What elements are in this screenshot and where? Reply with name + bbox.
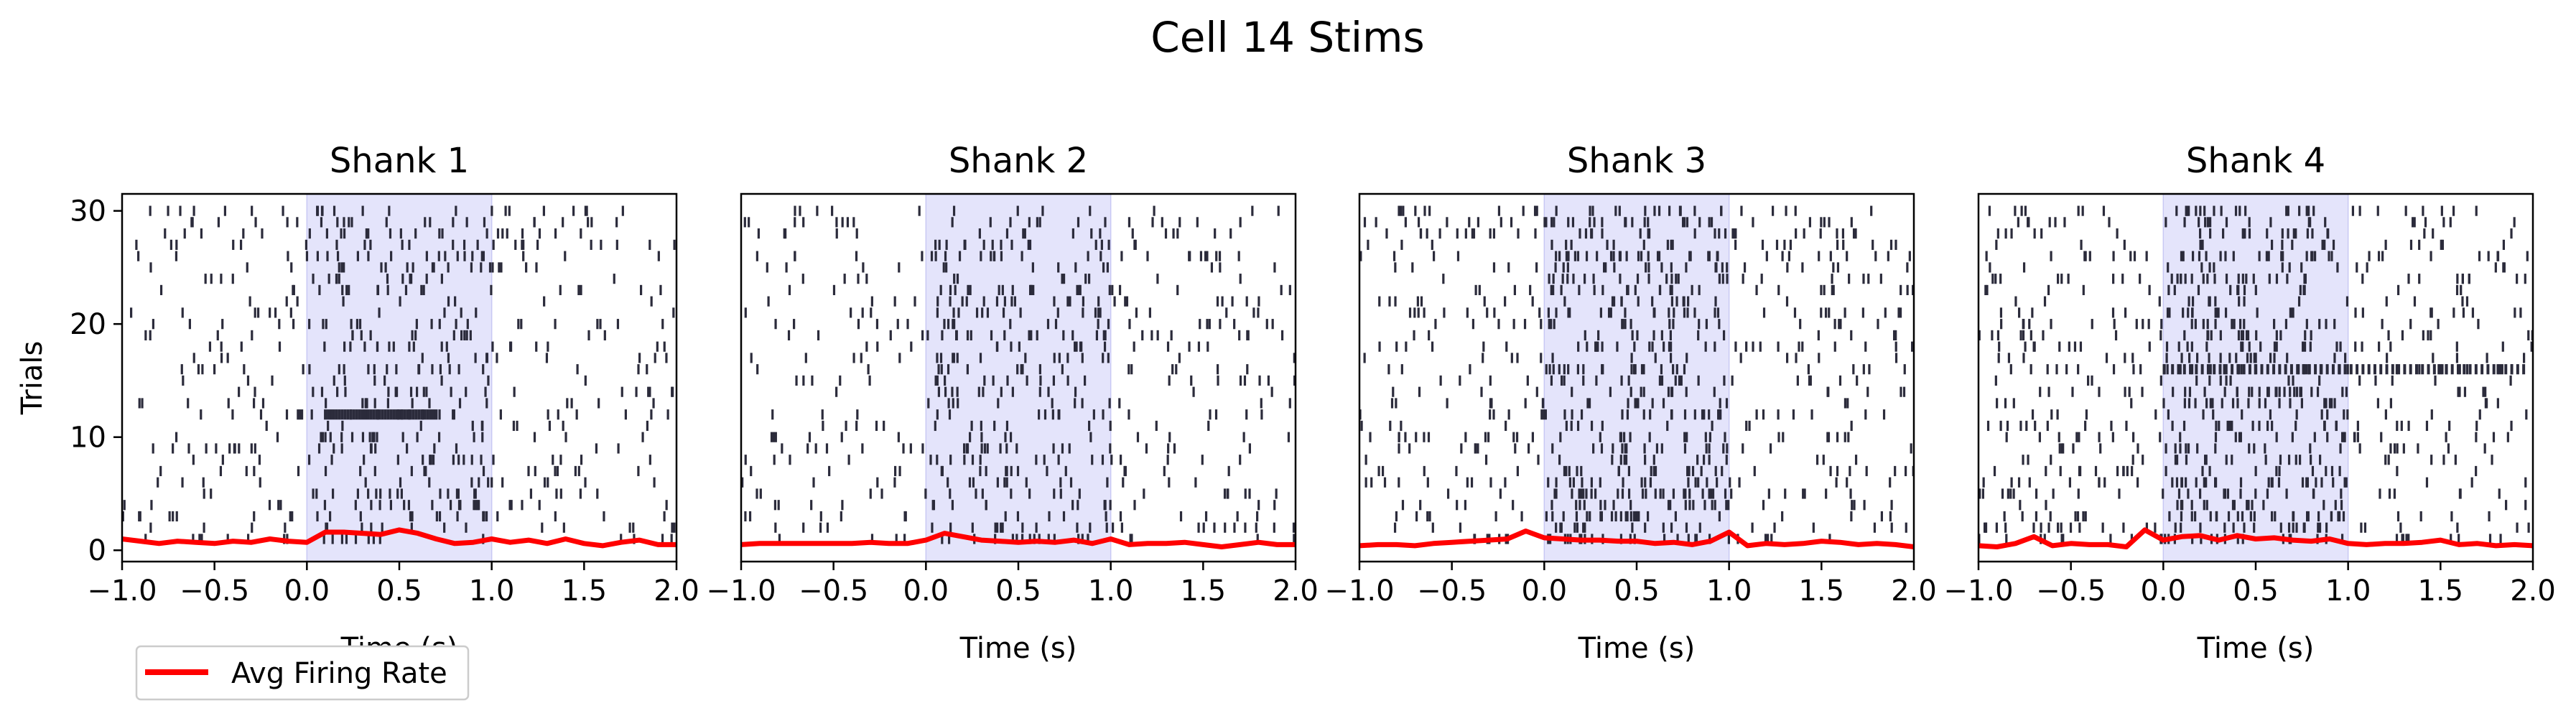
x-tick-label: 2.0 — [1891, 575, 1937, 608]
y-tick-label: 10 — [70, 422, 106, 455]
panel-2: −1.0 −0.5 0.0 0.5 1.0 1.5 2.0 Shank 2 Time (s) — [706, 141, 1318, 665]
x-tick-label: 0.5 — [2233, 575, 2279, 608]
x-tick-label: −1.0 — [1324, 575, 1394, 608]
panel-title: Shank 2 — [949, 141, 1088, 181]
firing-rate-line — [121, 527, 676, 549]
figure-title: Cell 14 Stims — [1150, 13, 1424, 62]
x-tick-label: 0.0 — [2141, 575, 2187, 608]
x-tick-label: 1.0 — [1088, 575, 1134, 608]
panel-4: −1.0 −0.5 0.0 0.5 1.0 1.5 2.0 Shank 4 Time (s) — [1943, 141, 2555, 665]
x-axis-label: Time (s) — [2197, 632, 2315, 665]
x-tick-label: −0.5 — [180, 575, 249, 608]
x-tick-label: 1.5 — [1799, 575, 1845, 608]
x-axis-label: Time (s) — [1578, 632, 1696, 665]
x-tick-label: 0.0 — [284, 575, 330, 608]
spike-raster — [121, 205, 676, 544]
x-tick-label: −1.0 — [1943, 575, 2013, 608]
y-axis-label: Trials — [16, 341, 49, 416]
x-tick-label: 0.0 — [903, 575, 949, 608]
legend-frame — [135, 645, 470, 701]
x-tick-label: −0.5 — [799, 575, 868, 608]
firing-rate-line — [740, 531, 1296, 549]
panel-title: Shank 3 — [1567, 141, 1706, 181]
x-tick-label: 1.5 — [562, 575, 608, 608]
panel-title: Shank 4 — [2186, 141, 2325, 181]
x-tick-label: 2.0 — [2510, 575, 2556, 608]
panel-3: −1.0 −0.5 0.0 0.5 1.0 1.5 2.0 Shank 3 Time (s) — [1324, 141, 1936, 665]
legend: Avg Firing Rate — [135, 645, 470, 701]
panels: −1.0 −0.5 0.0 0.5 1.0 1.5 2.0 0 10 20 30 Shank 1 Tim… — [16, 141, 2556, 665]
y-tick-label: 30 — [70, 195, 106, 228]
x-tick-label: 1.5 — [2418, 575, 2464, 608]
x-tick-label: −0.5 — [1417, 575, 1487, 608]
x-tick-label: 1.0 — [1706, 575, 1752, 608]
x-tick-label: 1.0 — [2325, 575, 2371, 608]
stim-window — [2162, 193, 2349, 562]
x-tick-label: 0.0 — [1522, 575, 1568, 608]
x-tick-label: 0.5 — [1614, 575, 1660, 608]
x-tick-label: −1.0 — [706, 575, 776, 608]
x-tick-label: 2.0 — [1273, 575, 1319, 608]
legend-label: Avg Firing Rate — [231, 657, 447, 690]
spike-raster — [1978, 205, 2534, 544]
firing-rate-line — [1359, 529, 1915, 549]
x-tick-label: 0.5 — [376, 575, 422, 608]
x-tick-label: 1.0 — [469, 575, 515, 608]
x-tick-label: 0.5 — [995, 575, 1041, 608]
x-tick-label: 1.5 — [1181, 575, 1227, 608]
x-tick-label: −1.0 — [87, 575, 157, 608]
spike-raster — [741, 205, 1296, 544]
firing-rate-line — [1978, 527, 2534, 549]
x-tick-label: 2.0 — [654, 575, 699, 608]
y-tick-label: 20 — [70, 308, 106, 341]
x-tick-label: −0.5 — [2036, 575, 2106, 608]
panel-title: Shank 1 — [330, 141, 469, 181]
x-axis-label: Time (s) — [959, 632, 1077, 665]
y-tick-label: 0 — [88, 534, 106, 567]
